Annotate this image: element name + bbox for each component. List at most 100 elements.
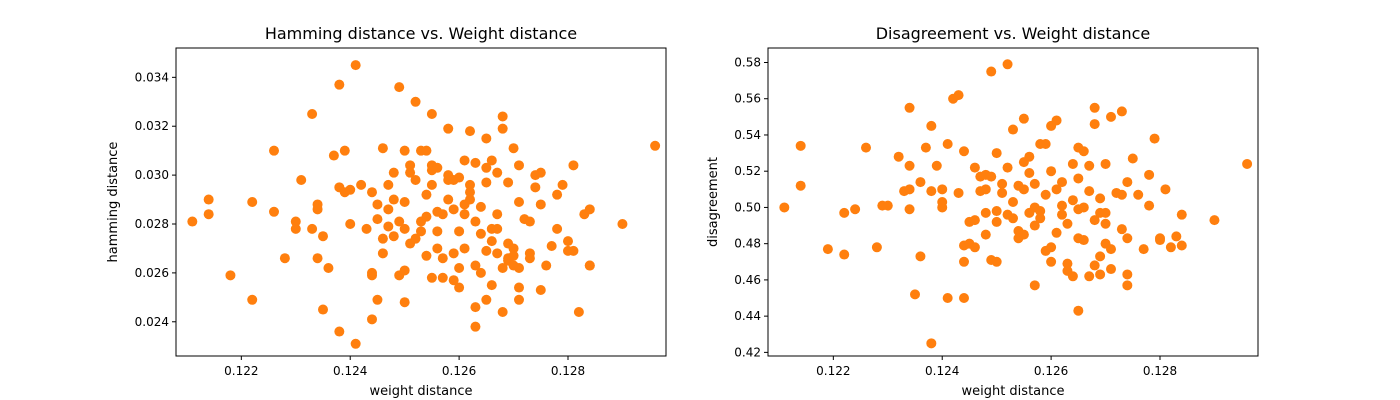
disagreement-point <box>953 187 964 198</box>
hamming-point <box>307 109 318 119</box>
disagreement-point <box>915 251 926 262</box>
hamming-point <box>399 197 410 207</box>
disagreement-point <box>926 120 937 131</box>
disagreement-point <box>942 139 953 150</box>
hamming-point <box>514 197 524 207</box>
hamming-point <box>454 282 465 293</box>
hamming-point <box>465 126 475 137</box>
disagreement-point <box>904 102 915 113</box>
disagreement-y-tick-label: 0.50 <box>734 200 761 214</box>
hamming-point <box>399 223 410 234</box>
hamming-point <box>497 307 508 317</box>
disagreement-y-tick-label: 0.54 <box>734 128 761 142</box>
disagreement-point <box>1138 244 1149 255</box>
disagreement-point <box>1122 177 1133 188</box>
disagreement-point <box>1116 189 1127 200</box>
hamming-point <box>470 321 481 332</box>
disagreement-point <box>1046 242 1057 253</box>
disagreement-point <box>931 160 942 171</box>
hamming-point <box>350 60 361 71</box>
disagreement-point <box>839 207 850 218</box>
disagreement-point <box>937 197 948 207</box>
disagreement-point <box>1122 280 1133 291</box>
hamming-point <box>296 175 307 185</box>
disagreement-x-tick-label: 0.128 <box>1143 364 1177 378</box>
disagreement-point <box>1084 160 1095 171</box>
hamming-point <box>437 253 448 264</box>
disagreement-point <box>1024 168 1035 179</box>
hamming-y-axis-label: hamming distance <box>106 142 121 263</box>
hamming-point <box>399 265 410 276</box>
hamming-point <box>497 111 508 122</box>
hamming-x-tick-label: 0.122 <box>224 364 258 378</box>
disagreement-point <box>1062 258 1073 269</box>
disagreement-point <box>1002 162 1013 173</box>
disagreement-point <box>1089 119 1100 130</box>
hamming-y-ticks: 0.024 0.026 0.028 0.030 0.032 0.034 <box>135 70 176 329</box>
hamming-point <box>573 307 584 317</box>
hamming-point <box>459 209 470 220</box>
hamming-y-tick-label: 0.032 <box>135 119 169 133</box>
disagreement-point <box>991 216 1002 227</box>
disagreement-point <box>980 184 991 195</box>
disagreement-point <box>1008 124 1018 135</box>
disagreement-point <box>1133 189 1144 200</box>
hamming-point <box>514 160 524 171</box>
hamming-point <box>535 285 546 295</box>
disagreement-point <box>1067 158 1078 169</box>
disagreement-x-ticks: 0.122 0.124 0.126 0.128 <box>816 356 1177 378</box>
hamming-point <box>448 204 459 215</box>
disagreement-points <box>779 59 1253 349</box>
hamming-point <box>475 267 486 278</box>
hamming-point <box>465 187 475 198</box>
disagreement-point <box>1067 271 1078 282</box>
hamming-point <box>290 223 301 234</box>
hamming-y-tick-label: 0.026 <box>135 266 169 280</box>
hamming-y-tick-label: 0.024 <box>135 315 169 329</box>
hamming-point <box>486 155 497 166</box>
hamming-point <box>437 272 448 283</box>
hamming-point <box>497 263 508 273</box>
hamming-point <box>307 223 318 234</box>
hamming-point <box>410 175 421 185</box>
disagreement-point <box>1122 233 1133 244</box>
hamming-point <box>492 248 503 259</box>
disagreement-point <box>1149 133 1160 144</box>
hamming-point <box>535 199 546 210</box>
disagreement-point <box>1078 146 1089 157</box>
disagreement-point <box>986 171 997 182</box>
disagreement-point <box>980 207 991 218</box>
disagreement-y-tick-label: 0.44 <box>734 309 761 323</box>
disagreement-point <box>1209 215 1220 226</box>
hamming-point <box>443 123 454 134</box>
hamming-point <box>405 167 416 178</box>
hamming-point <box>361 223 372 234</box>
hamming-point <box>546 241 557 251</box>
hamming-point <box>486 280 497 291</box>
hamming-point <box>377 143 388 154</box>
hamming-point <box>470 157 481 168</box>
hamming-point <box>475 228 486 239</box>
disagreement-point <box>904 204 915 215</box>
disagreement-point <box>871 242 882 253</box>
disagreement-point <box>991 148 1002 159</box>
disagreement-point <box>1029 220 1040 231</box>
hamming-point <box>475 201 486 212</box>
hamming-point <box>334 79 345 90</box>
hamming-point <box>247 197 258 207</box>
disagreement-point <box>779 202 790 213</box>
disagreement-point <box>959 256 969 267</box>
hamming-point <box>448 275 459 286</box>
hamming-point <box>459 243 470 254</box>
disagreement-point <box>1176 240 1187 251</box>
hamming-point <box>383 179 394 190</box>
disagreement-point <box>1062 218 1073 229</box>
disagreement-plot-title: Disagreement vs. Weight distance <box>876 24 1151 43</box>
hamming-point <box>552 223 563 234</box>
hamming-point <box>203 209 214 220</box>
hamming-point <box>508 243 519 254</box>
hamming-point <box>421 211 432 222</box>
hamming-point <box>421 250 432 261</box>
hamming-point <box>465 179 475 190</box>
disagreement-point <box>997 178 1008 189</box>
